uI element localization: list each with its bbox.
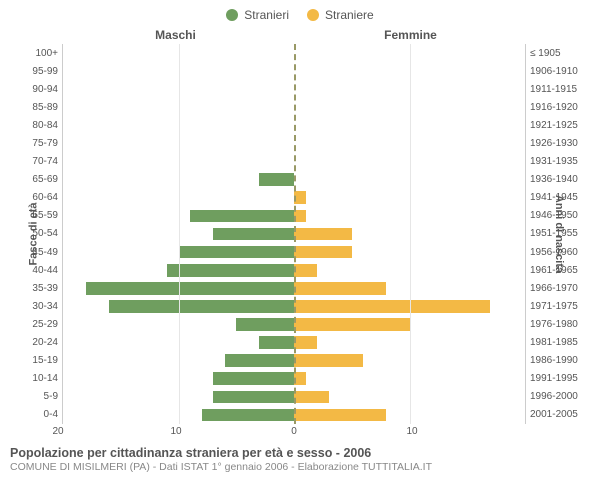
- bar-male: [167, 264, 294, 277]
- bar-female: [294, 336, 317, 349]
- age-tick: 15-19: [14, 352, 58, 370]
- bar-female: [294, 246, 352, 259]
- bar-male: [202, 409, 294, 422]
- column-headers: Maschi Femmine: [0, 28, 600, 42]
- plot-area: [62, 44, 526, 424]
- bar-male: [179, 246, 295, 259]
- birth-tick: 1931-1935: [530, 153, 586, 171]
- age-tick: 90-94: [14, 80, 58, 98]
- chart: Fasce di età Anni di nascita 100+95-9990…: [0, 44, 600, 424]
- x-tick: 10: [170, 426, 181, 437]
- age-tick: 95-99: [14, 62, 58, 80]
- bar-male: [259, 173, 294, 186]
- birth-tick: 1971-1975: [530, 297, 586, 315]
- birth-tick: 1926-1930: [530, 134, 586, 152]
- legend-label-male: Stranieri: [244, 8, 289, 22]
- legend-label-female: Straniere: [325, 8, 374, 22]
- x-axis: 20 10 0 10: [0, 426, 600, 440]
- age-tick: 30-34: [14, 297, 58, 315]
- legend-item-female: Straniere: [307, 8, 374, 22]
- bar-female: [294, 282, 386, 295]
- birth-tick: 1991-1995: [530, 370, 586, 388]
- swatch-male: [226, 9, 238, 21]
- footer: Popolazione per cittadinanza straniera p…: [0, 440, 600, 473]
- birth-tick: 1906-1910: [530, 62, 586, 80]
- bar-male: [259, 336, 294, 349]
- bar-male: [236, 318, 294, 331]
- footer-title: Popolazione per cittadinanza straniera p…: [10, 446, 590, 460]
- legend-item-male: Stranieri: [226, 8, 289, 22]
- legend: Stranieri Straniere: [0, 0, 600, 22]
- bar-female: [294, 354, 363, 367]
- x-tick: 20: [52, 426, 63, 437]
- bar-male: [86, 282, 294, 295]
- bar-female: [294, 228, 352, 241]
- header-female: Femmine: [293, 28, 528, 42]
- age-tick: 80-84: [14, 116, 58, 134]
- age-tick: 25-29: [14, 315, 58, 333]
- birth-tick: 1966-1970: [530, 279, 586, 297]
- gridline: [410, 44, 411, 424]
- ylabel-age: Fasce di età: [27, 203, 39, 266]
- footer-subtitle: COMUNE DI MISILMERI (PA) - Dati ISTAT 1°…: [10, 461, 590, 473]
- ylabel-birth: Anni di nascita: [553, 195, 565, 273]
- age-tick: 10-14: [14, 370, 58, 388]
- age-tick: 5-9: [14, 388, 58, 406]
- x-ticks: 2010010: [58, 426, 530, 440]
- x-tick: 10: [406, 426, 417, 437]
- gridline: [179, 44, 180, 424]
- birth-tick: 1911-1915: [530, 80, 586, 98]
- age-tick: 35-39: [14, 279, 58, 297]
- birth-tick: 1921-1925: [530, 116, 586, 134]
- birth-tick: ≤ 1905: [530, 44, 586, 62]
- age-tick: 65-69: [14, 171, 58, 189]
- bar-female: [294, 391, 329, 404]
- age-tick: 75-79: [14, 134, 58, 152]
- birth-tick: 2001-2005: [530, 406, 586, 424]
- center-line: [294, 44, 296, 424]
- birth-tick: 1936-1940: [530, 171, 586, 189]
- bar-male: [225, 354, 294, 367]
- age-tick: 85-89: [14, 98, 58, 116]
- birth-tick: 1986-1990: [530, 352, 586, 370]
- birth-tick: 1976-1980: [530, 315, 586, 333]
- bar-male: [213, 372, 294, 385]
- bar-male: [213, 228, 294, 241]
- swatch-female: [307, 9, 319, 21]
- bar-female: [294, 409, 386, 422]
- age-tick: 100+: [14, 44, 58, 62]
- age-tick: 0-4: [14, 406, 58, 424]
- birth-tick: 1981-1985: [530, 334, 586, 352]
- age-tick: 20-24: [14, 334, 58, 352]
- bar-male: [213, 391, 294, 404]
- bar-female: [294, 318, 410, 331]
- x-tick: 0: [291, 426, 297, 437]
- birth-tick: 1916-1920: [530, 98, 586, 116]
- bar-female: [294, 264, 317, 277]
- bar-male: [190, 210, 294, 223]
- header-male: Maschi: [58, 28, 293, 42]
- bar-male: [109, 300, 294, 313]
- bar-female: [294, 300, 490, 313]
- age-tick: 70-74: [14, 153, 58, 171]
- birth-tick: 1996-2000: [530, 388, 586, 406]
